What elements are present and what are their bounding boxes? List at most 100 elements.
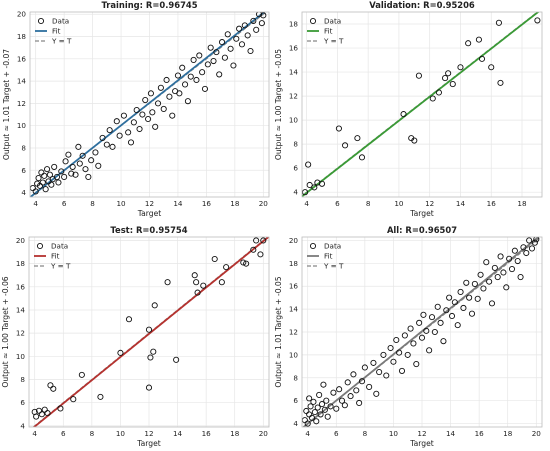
chart-title: Validation: R=0.95206 (369, 0, 475, 10)
fit-line (302, 12, 540, 197)
y-tick-label: 6 (20, 398, 25, 407)
data-point (173, 356, 180, 363)
data-point (35, 175, 42, 182)
data-point (241, 22, 248, 29)
data-point (446, 294, 453, 301)
x-axis-label: Target (409, 439, 434, 448)
data-point (442, 75, 449, 82)
y-tick-label: 16 (289, 282, 299, 291)
data-point (353, 387, 360, 394)
data-point (344, 379, 351, 386)
data-point (423, 327, 430, 334)
data-point (211, 255, 218, 263)
x-tick-label: 20 (259, 199, 269, 208)
data-point (477, 271, 484, 278)
data-point (244, 32, 251, 39)
data-point (415, 72, 422, 79)
data-point (361, 364, 368, 371)
data-point (44, 166, 51, 173)
legend-label-fit: Fit (51, 252, 60, 261)
data-point (500, 269, 507, 276)
data-point (57, 405, 64, 412)
data-point (465, 40, 472, 47)
y-tick-label: 20 (16, 236, 26, 245)
data-point (437, 319, 444, 326)
data-point (154, 100, 162, 107)
x-tick-label: 14 (173, 429, 183, 438)
legend-label-identity: Y = T (51, 37, 72, 46)
data-point (117, 349, 124, 356)
legend-label-fit: Fit (324, 252, 333, 261)
data-point (133, 107, 140, 114)
data-point (420, 311, 427, 318)
y-tick-label: 18 (289, 259, 299, 268)
data-point (230, 62, 237, 69)
legend-marker-data (36, 242, 44, 250)
data-point (201, 85, 209, 92)
data-point (316, 391, 323, 399)
data-point (324, 413, 331, 420)
data-point (145, 326, 153, 333)
y-tick-label: 8 (20, 375, 25, 384)
data-point (305, 161, 312, 168)
data-point (311, 184, 318, 191)
data-point (253, 237, 260, 244)
data-point (314, 404, 321, 411)
x-tick-label: 6 (61, 429, 66, 438)
data-point (142, 96, 149, 104)
data-point (497, 79, 504, 86)
data-point (475, 36, 482, 43)
data-point (533, 237, 540, 243)
data-point (478, 55, 486, 62)
data-point (323, 397, 330, 404)
x-tick-label: 10 (394, 199, 404, 208)
x-tick-label: 18 (230, 199, 240, 208)
data-point (78, 371, 85, 378)
x-tick-label: 16 (202, 199, 212, 208)
data-point (387, 344, 394, 352)
data-point (302, 189, 309, 196)
data-point (416, 319, 423, 326)
data-point (321, 406, 328, 413)
x-tick-label: 20 (532, 429, 542, 438)
data-point (428, 314, 436, 321)
data-point (196, 52, 203, 59)
x-tick-label: 6 (334, 429, 339, 438)
data-point (125, 316, 133, 323)
data-point (223, 264, 230, 271)
data-point (204, 61, 211, 68)
data-point (488, 64, 495, 71)
chart-title: All: R=0.96507 (387, 225, 457, 235)
data-point (474, 295, 481, 302)
data-point (190, 56, 197, 63)
data-point (460, 304, 467, 312)
data-point (327, 403, 334, 410)
legend-label-identity: Y = T (323, 262, 344, 271)
plot-frame (301, 236, 543, 428)
y-tick-label: 12 (289, 92, 298, 101)
y-tick-label: 14 (289, 305, 299, 314)
data-point (440, 338, 447, 345)
y-tick-label: 8 (293, 373, 298, 382)
data-point (356, 399, 363, 407)
data-point (491, 264, 498, 271)
y-tick-label: 6 (21, 166, 26, 175)
y-axis-label: Output ≈ 1.00 Target + -0.05 (274, 49, 283, 160)
data-point (68, 170, 75, 177)
data-point (240, 259, 247, 266)
x-tick-label: 8 (363, 429, 368, 438)
data-point (152, 123, 159, 130)
data-point (72, 171, 79, 178)
data-point (182, 81, 189, 88)
x-tick-label: 12 (145, 199, 154, 208)
y-tick-label: 14 (289, 68, 299, 77)
data-point (33, 413, 40, 420)
data-point (227, 45, 234, 52)
y-tick-label: 10 (16, 352, 26, 361)
data-point (330, 389, 337, 396)
legend-marker-data (37, 17, 45, 25)
data-point (147, 354, 154, 361)
chart-title: Training: R=0.96745 (101, 0, 197, 10)
